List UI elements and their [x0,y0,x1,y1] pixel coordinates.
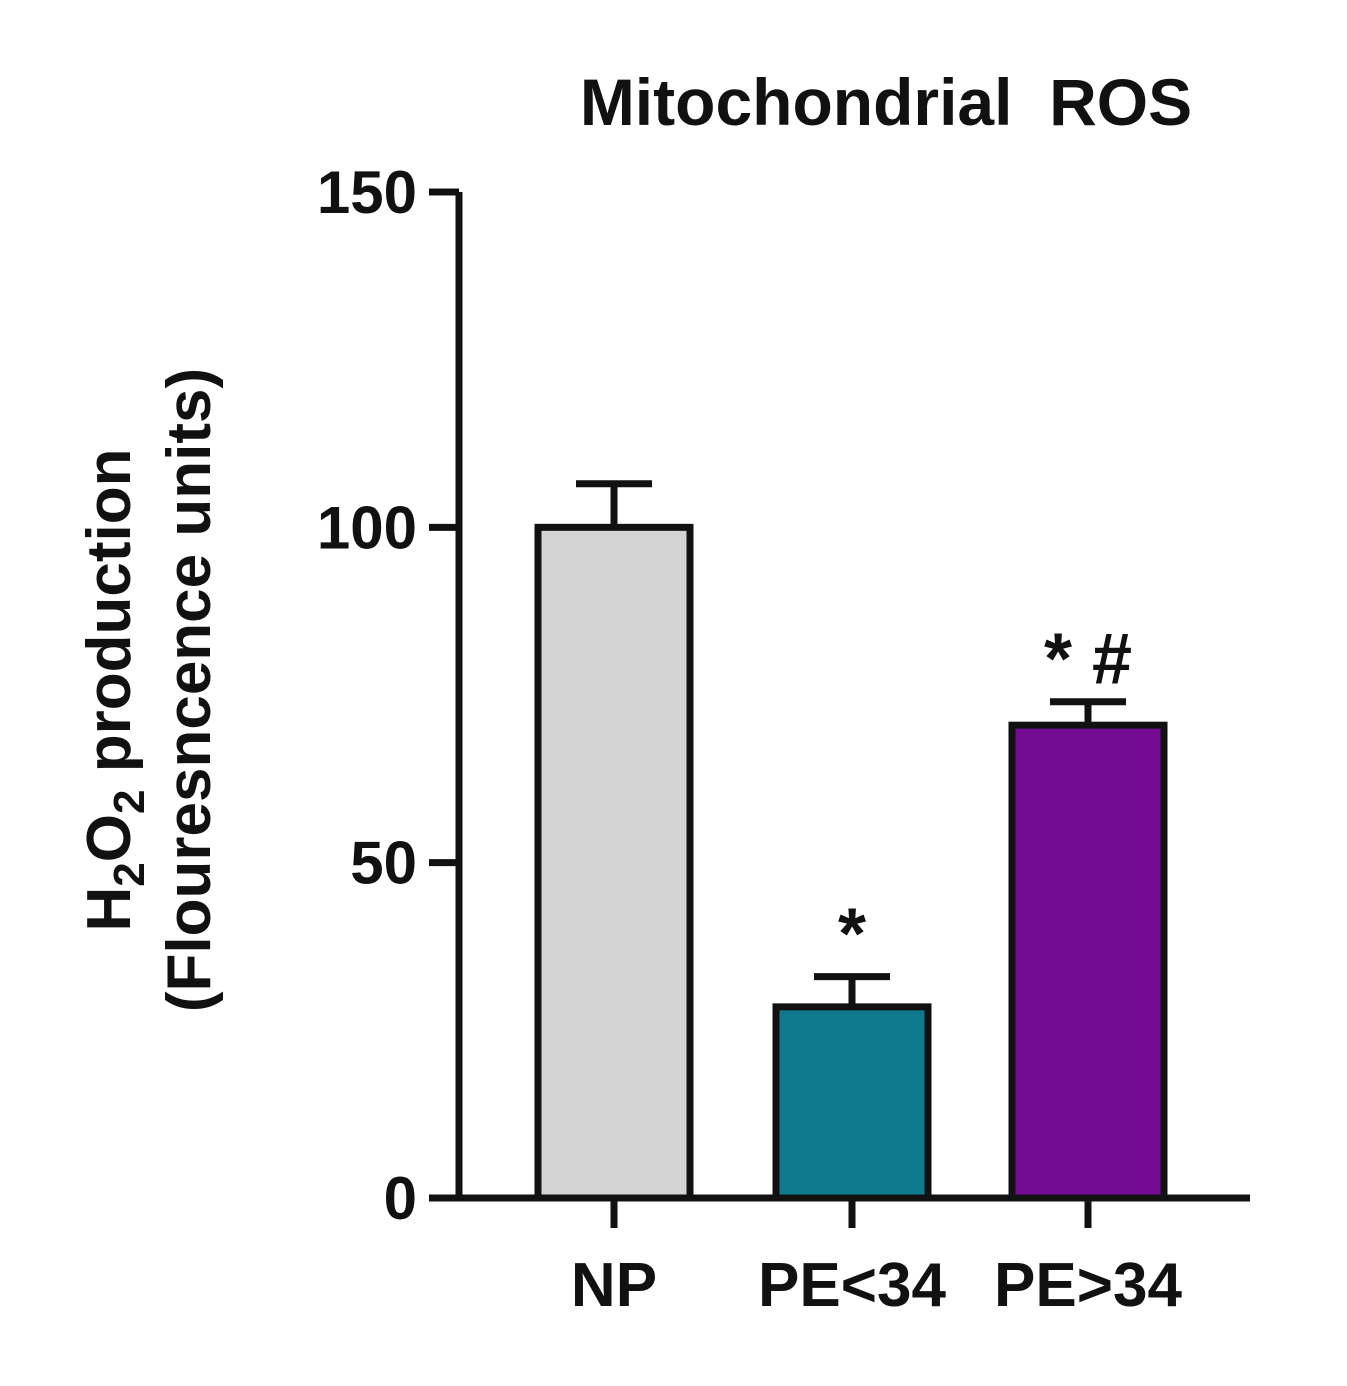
y-axis-label-sub1: 2 [105,862,154,886]
chart-title: Mitochondrial ROS [580,65,1192,139]
y-tick-label-150: 150 [317,159,417,226]
y-axis-label: H2O2 production (Flouresncence units) [75,368,224,1012]
bar-2 [1008,721,1168,1202]
y-axis-label-line2: (Flouresncence units) [155,368,224,1012]
bars [534,480,1168,1202]
y-axis-label-o: O [75,814,144,862]
y-tick-label-0: 0 [384,1165,417,1232]
y-axis-label-line1: H2O2 production [75,449,154,932]
x-tick-label-1: PE<34 [758,1251,946,1320]
y-tick-label-100: 100 [317,494,417,561]
significance-label-2: * # [1044,620,1132,700]
y-axis-label-sub2: 2 [105,789,154,813]
bar-1 [772,1003,932,1202]
x-tick-label-2: PE>34 [994,1251,1182,1320]
x-tick-label-0: NP [571,1251,657,1320]
y-axis-label-h: H [75,887,144,932]
labels: 0 50 100 150 NP PE<34 * PE>34 * # [317,159,1183,1320]
bar-0 [534,523,694,1202]
y-axis-label-production: production [75,449,144,790]
significance-label-1: * [838,895,866,975]
y-tick-label-50: 50 [350,830,417,897]
